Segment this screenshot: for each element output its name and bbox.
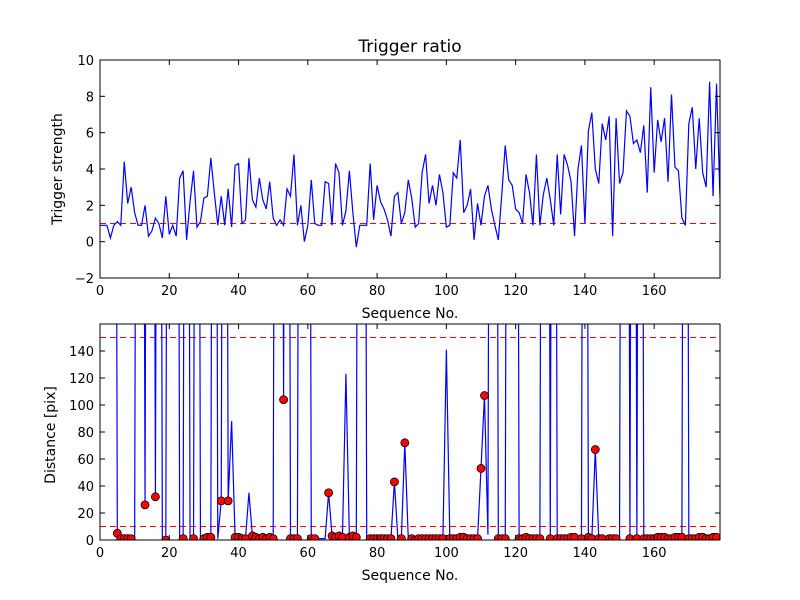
x-tick-label: 140 bbox=[573, 284, 598, 299]
series-line-0-0 bbox=[100, 81, 720, 248]
y-tick-label: 40 bbox=[77, 480, 94, 495]
data-point-149 bbox=[611, 534, 621, 540]
data-point-9 bbox=[126, 534, 136, 540]
data-point-88 bbox=[400, 438, 410, 448]
y-tick-label: 140 bbox=[69, 345, 94, 360]
bottom-x-axis-label: Sequence No. bbox=[362, 568, 459, 584]
y-tick-label: 120 bbox=[69, 372, 94, 387]
data-point-50 bbox=[268, 534, 278, 540]
y-tick-label: 0 bbox=[86, 236, 94, 251]
x-tick-label: 160 bbox=[642, 284, 667, 299]
data-point-57 bbox=[293, 534, 302, 540]
y-tick-label: 80 bbox=[77, 426, 94, 441]
top-x-axis-label: Sequence No. bbox=[362, 306, 459, 322]
data-point-27 bbox=[189, 534, 198, 540]
data-point-85 bbox=[390, 477, 399, 487]
x-tick-label: 120 bbox=[503, 546, 528, 561]
x-tick-label: 20 bbox=[161, 284, 178, 299]
x-tick-label: 80 bbox=[369, 546, 386, 561]
data-point-87 bbox=[396, 534, 406, 540]
data-point-19 bbox=[161, 535, 171, 540]
x-tick-label: 160 bbox=[642, 546, 667, 561]
y-tick-label: 10 bbox=[77, 54, 94, 69]
chart-title: Trigger ratio bbox=[357, 37, 461, 57]
plot-area-0 bbox=[100, 81, 720, 248]
distance-panel: Sequence No. Distance [pix] 0 20 40 60 80 100… bbox=[43, 323, 721, 584]
data-point-53 bbox=[279, 395, 288, 405]
data-point-143 bbox=[590, 445, 600, 454]
data-point-66 bbox=[324, 488, 334, 498]
data-point-109 bbox=[473, 534, 482, 540]
x-tick-label: 0 bbox=[96, 284, 104, 299]
y-tick-label: −2 bbox=[75, 272, 94, 287]
y-tick-label: 60 bbox=[77, 453, 94, 468]
x-tick-label: 80 bbox=[369, 284, 386, 299]
y-tick-label: 100 bbox=[69, 399, 94, 414]
x-tick-label: 60 bbox=[300, 284, 317, 299]
data-point-178 bbox=[712, 532, 720, 540]
data-point-110 bbox=[476, 464, 486, 473]
data-point-117 bbox=[500, 534, 510, 540]
x-tick-label: 40 bbox=[230, 546, 247, 561]
x-tick-label: 100 bbox=[434, 284, 459, 299]
top-y-axis-label: Trigger strength bbox=[50, 113, 66, 226]
y-tick-label: 0 bbox=[86, 534, 94, 549]
data-point-111 bbox=[480, 391, 489, 400]
data-point-127 bbox=[535, 534, 545, 540]
x-tick-label: 140 bbox=[573, 546, 598, 561]
y-tick-label: 4 bbox=[86, 163, 94, 178]
data-point-16 bbox=[151, 492, 160, 502]
x-tick-label: 20 bbox=[161, 546, 178, 561]
x-tick-label: 60 bbox=[300, 546, 317, 561]
y-tick-label: 2 bbox=[86, 199, 94, 214]
x-tick-label: 100 bbox=[434, 546, 459, 561]
y-tick-label: 20 bbox=[77, 507, 94, 522]
data-point-84 bbox=[386, 534, 396, 540]
data-point-37 bbox=[223, 496, 233, 506]
x-tick-label: 40 bbox=[230, 284, 247, 299]
data-point-74 bbox=[351, 532, 361, 540]
data-point-24 bbox=[178, 534, 188, 540]
data-point-32 bbox=[206, 532, 216, 540]
x-tick-label: 120 bbox=[503, 284, 528, 299]
bottom-y-axis-label: Distance [pix] bbox=[43, 386, 59, 484]
y-tick-label: 8 bbox=[86, 90, 94, 105]
data-point-62 bbox=[310, 534, 320, 540]
y-tick-label: 6 bbox=[86, 127, 94, 142]
data-point-13 bbox=[140, 500, 150, 510]
trigger-strength-panel: Sequence No. Trigger strength 0 20 40 60 80 1… bbox=[50, 54, 721, 322]
x-tick-label: 0 bbox=[96, 546, 104, 561]
